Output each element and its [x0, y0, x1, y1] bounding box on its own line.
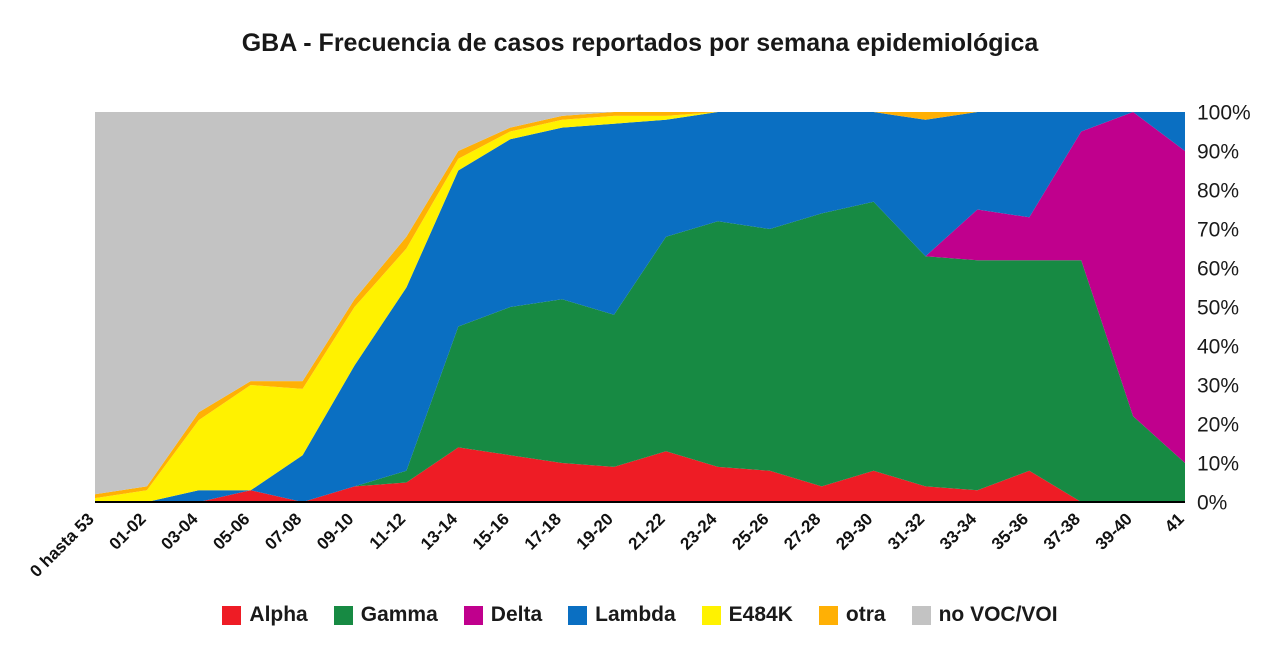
- legend-item-lambda: Lambda: [568, 603, 676, 627]
- x-axis-tick-label: 35-36: [988, 509, 1032, 553]
- x-axis-tick-label: 23-24: [677, 509, 722, 554]
- x-axis-tick-label: 0 hasta 53: [26, 509, 98, 581]
- legend-item-gamma: Gamma: [333, 603, 438, 627]
- area-lambda: [95, 112, 1185, 502]
- y-axis-tick-label: 60%: [1197, 257, 1239, 280]
- chart-title: GBA - Frecuencia de casos reportados por…: [241, 29, 1039, 57]
- x-axis-tick-label: 09-10: [313, 509, 357, 553]
- x-axis-tick-label: 03-04: [157, 509, 202, 554]
- legend-label-no-voc-voi: no VOC/VOI: [938, 603, 1058, 626]
- legend-item-otra: otra: [818, 603, 886, 627]
- y-axis-tick-label: 30%: [1197, 374, 1239, 397]
- area-e484k: [95, 112, 1185, 502]
- x-axis-tick-label: 15-16: [469, 509, 513, 553]
- x-axis-tick-label: 29-30: [832, 509, 876, 553]
- area-delta: [95, 112, 1185, 502]
- legend-label-gamma: Gamma: [360, 603, 438, 626]
- x-axis-tick-label: 11-12: [366, 509, 410, 553]
- legend-label-lambda: Lambda: [595, 603, 676, 626]
- legend-swatch-alpha: [222, 605, 242, 625]
- legend-label-delta: Delta: [490, 603, 543, 626]
- y-axis-tick-label: 90%: [1197, 140, 1239, 163]
- chart-legend: Alpha Gamma Delta Lambda E484K otra no V…: [0, 603, 1280, 627]
- legend-swatch-gamma: [333, 605, 353, 625]
- y-axis-tick-label: 80%: [1197, 179, 1239, 202]
- x-axis-tick-label: 41: [1161, 509, 1188, 536]
- legend-label-alpha: Alpha: [249, 603, 308, 626]
- legend-swatch-lambda: [568, 605, 588, 625]
- area-alpha: [95, 447, 1185, 502]
- x-axis-tick-label: 19-20: [573, 509, 617, 553]
- y-axis-tick-label: 20%: [1197, 413, 1239, 436]
- legend-label-otra: otra: [845, 603, 886, 626]
- y-axis-tick-label: 40%: [1197, 335, 1239, 358]
- x-axis-tick-label: 39-40: [1092, 509, 1136, 553]
- legend-item-alpha: Alpha: [222, 603, 308, 627]
- x-axis-tick-label: 31-32: [884, 509, 928, 553]
- legend-item-no-voc-voi: no VOC/VOI: [911, 603, 1058, 627]
- y-axis-tick-label: 100%: [1197, 101, 1251, 124]
- stacked-area-chart: 0% 10% 20% 30% 40% 50% 60% 70% 80% 90% 100% 0 hasta…: [26, 101, 1251, 581]
- area-no-voc-voi: [95, 112, 1185, 495]
- y-axis-tick-label: 70%: [1197, 218, 1239, 241]
- legend-swatch-delta: [463, 605, 483, 625]
- x-axis-tick-label: 07-08: [261, 509, 305, 553]
- x-axis-tick-label: 01-02: [106, 509, 150, 553]
- x-axis-tick-label: 25-26: [728, 509, 772, 553]
- x-axis-tick-label: 37-38: [1040, 509, 1084, 553]
- legend-item-e484k: E484K: [701, 603, 793, 627]
- legend-swatch-no-voc-voi: [911, 605, 931, 625]
- legend-item-delta: Delta: [463, 603, 543, 627]
- x-axis-tick-label: 13-14: [417, 509, 462, 554]
- y-axis-tick-label: 10%: [1197, 452, 1239, 475]
- x-axis-tick-label: 21-22: [625, 509, 669, 553]
- y-axis-tick-label: 0%: [1197, 491, 1227, 514]
- x-axis-tick-label: 33-34: [936, 509, 981, 554]
- area-gamma: [95, 201, 1185, 502]
- legend-label-e484k: E484K: [728, 603, 793, 626]
- x-axis-tick-label: 27-28: [780, 509, 824, 553]
- y-axis-tick-label: 50%: [1197, 296, 1239, 319]
- legend-swatch-otra: [818, 605, 838, 625]
- x-axis-tick-label: 17-18: [521, 509, 565, 553]
- x-axis-tick-label: 05-06: [209, 509, 253, 553]
- legend-swatch-e484k: [701, 605, 721, 625]
